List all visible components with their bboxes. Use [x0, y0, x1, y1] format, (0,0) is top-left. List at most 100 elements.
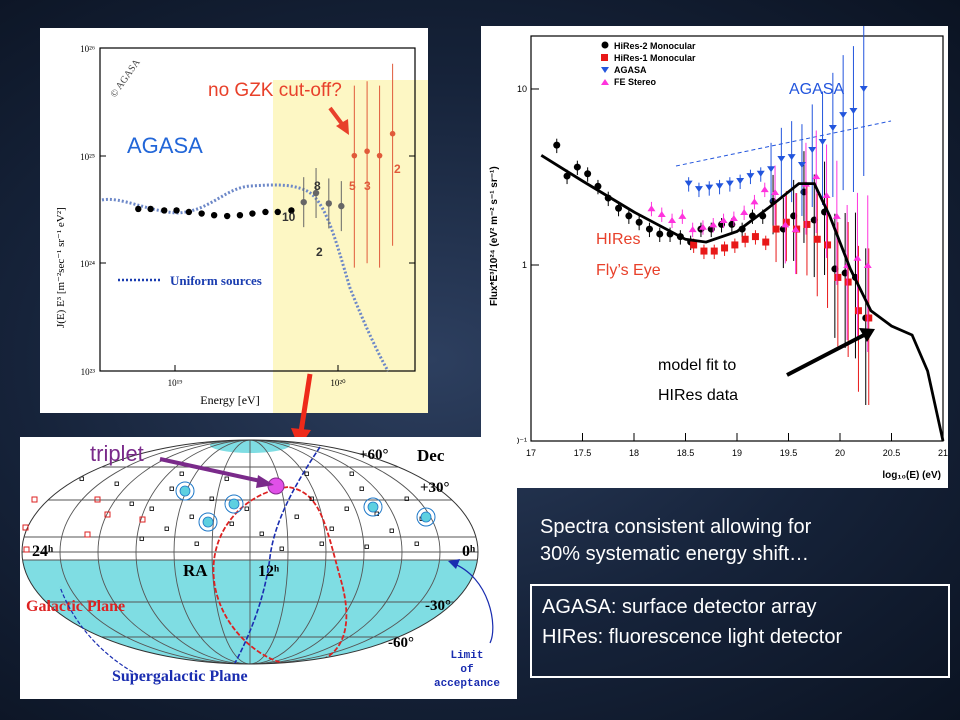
- fe-stereo-point: [668, 217, 677, 224]
- hires2-point: [635, 218, 643, 226]
- hires-label-line2: Fly’s Eye: [596, 262, 661, 279]
- edge-event-marker: [22, 524, 29, 531]
- model-note-arrow-head: [859, 328, 875, 342]
- sky-events: [79, 471, 436, 551]
- triplet-label: triplet: [90, 441, 144, 466]
- fe-stereo-point: [812, 173, 821, 180]
- hires2-point: [573, 163, 581, 171]
- fe-stereo-point: [698, 223, 707, 230]
- right-ylabel: Flux*E³/10²⁴ (eV² m⁻² s⁻¹ sr⁻¹): [489, 166, 500, 306]
- event-marker: [129, 501, 134, 506]
- ra-tick-0h: 0ʰ: [462, 543, 476, 560]
- doublet-marker: [202, 516, 214, 528]
- supergalactic-plane-label: Supergalactic Plane: [112, 668, 248, 685]
- agasa-point: [839, 112, 848, 119]
- connector-arrow-shaft: [298, 373, 313, 433]
- event-marker: [279, 546, 284, 551]
- left-ytick-3: 10²⁴: [80, 259, 95, 269]
- agasa-data-point: [351, 152, 358, 159]
- event-marker: [229, 521, 234, 526]
- fe-stereo-point: [760, 186, 769, 193]
- note-hires: HIRes: fluorescence light detector: [542, 626, 843, 648]
- hires-label-line1: HIRes: [596, 231, 640, 248]
- right-plot-frame: [530, 35, 944, 442]
- right-legend: HiRes-2 Monocular HiRes-1 Monocular AGAS…: [601, 41, 696, 87]
- point-label-10: 10: [282, 210, 296, 224]
- event-marker: [114, 481, 119, 486]
- agasa-data-point: [300, 198, 307, 206]
- no-gzk-annotation: no GZK cut-off?: [208, 80, 342, 101]
- right-xtick-label: 18: [629, 448, 639, 458]
- legend-marker-fe: [601, 79, 609, 85]
- left-ytick-1: 10²⁶: [80, 44, 95, 54]
- legend-marker-hires2: [601, 41, 609, 49]
- event-marker: [304, 471, 309, 476]
- triplet-arrow-head: [256, 475, 274, 488]
- hires2-point: [645, 225, 653, 233]
- agasa-data-point: [135, 205, 142, 213]
- doublet-ring: [363, 497, 383, 517]
- event-marker: [389, 528, 394, 533]
- high-energy-event-marker: [104, 511, 111, 518]
- agasa-point: [746, 173, 755, 180]
- summary-line-2: 30% systematic energy shift…: [540, 543, 809, 565]
- model-note-arrow: [786, 332, 867, 377]
- agasa-curve-label: AGASA: [789, 81, 844, 98]
- right-ytick-label: 1: [522, 260, 527, 270]
- agasa-point: [777, 156, 786, 163]
- sky-ellipse-border: [21, 439, 479, 665]
- event-marker: [414, 541, 419, 546]
- point-label-5: 5: [349, 179, 356, 193]
- event-marker: [364, 544, 369, 549]
- agasa-data-point: [236, 211, 244, 219]
- agasa-point: [684, 180, 693, 187]
- fe-stereo-point: [771, 188, 780, 195]
- dec-tick-minus30: -30°: [425, 598, 451, 614]
- legend-hires1: HiRes-1 Monocular: [614, 53, 696, 63]
- hires1-point: [865, 314, 873, 322]
- point-label-3: 3: [364, 179, 371, 193]
- hires1-point: [700, 247, 708, 255]
- agasa-data-point: [249, 210, 256, 217]
- sky-map-panel: triplet Dec +60° +30° -30° -60° 24ʰ 12ʰ …: [20, 437, 517, 699]
- agasa-point: [715, 183, 724, 190]
- limit-line2: of: [460, 664, 474, 676]
- right-xtick-label: 19.5: [780, 448, 798, 458]
- agasa-spectrum-panel: 10²⁶ 10²⁵ 10²⁴ 10²³ 10¹⁹ 10²⁰ Energy [eV…: [40, 28, 428, 413]
- agasa-data-point: [338, 202, 345, 210]
- hires1-point: [731, 241, 739, 249]
- gzk-region-highlight: [273, 80, 428, 413]
- hires1-point: [751, 233, 759, 241]
- fe-stereo-point: [791, 226, 800, 233]
- limit-pointer-head: [448, 559, 460, 569]
- agasa-data-point: [198, 210, 205, 217]
- summary-line-1: Spectra consistent allowing for: [540, 516, 812, 538]
- doublet-marker: [367, 501, 379, 513]
- uniform-sources-curve: [101, 183, 390, 372]
- hires1-point: [690, 241, 698, 249]
- annotation-arrow-head: [336, 119, 349, 135]
- fe-stereo-point: [709, 221, 718, 228]
- high-energy-event-marker: [139, 516, 146, 523]
- agasa-data-point: [262, 208, 269, 216]
- fe-stereo-point: [750, 198, 759, 205]
- galactic-plane-label: Galactic Plane: [26, 598, 125, 615]
- agasa-data-points: [135, 63, 396, 268]
- limit-line1: Limit: [450, 650, 483, 662]
- right-xtick-label: 20.5: [883, 448, 901, 458]
- agasa-trend-line: [675, 120, 892, 167]
- right-ytick-label: 10⁻¹: [509, 436, 527, 446]
- left-xlabel: Energy [eV]: [200, 393, 259, 407]
- fe-stereo-point: [647, 205, 656, 212]
- point-label-2b: 2: [394, 162, 401, 176]
- agasa-point: [818, 138, 827, 145]
- high-energy-event-marker: [94, 496, 101, 503]
- event-marker: [79, 476, 84, 481]
- doublet-ring: [224, 494, 244, 514]
- fe-stereo-point: [678, 212, 687, 219]
- doublet-ring: [198, 512, 218, 532]
- fe-stereo-point: [729, 214, 738, 221]
- edge-event-marker: [23, 546, 30, 553]
- supergalactic-plane-curve: [229, 446, 321, 664]
- event-marker: [139, 536, 144, 541]
